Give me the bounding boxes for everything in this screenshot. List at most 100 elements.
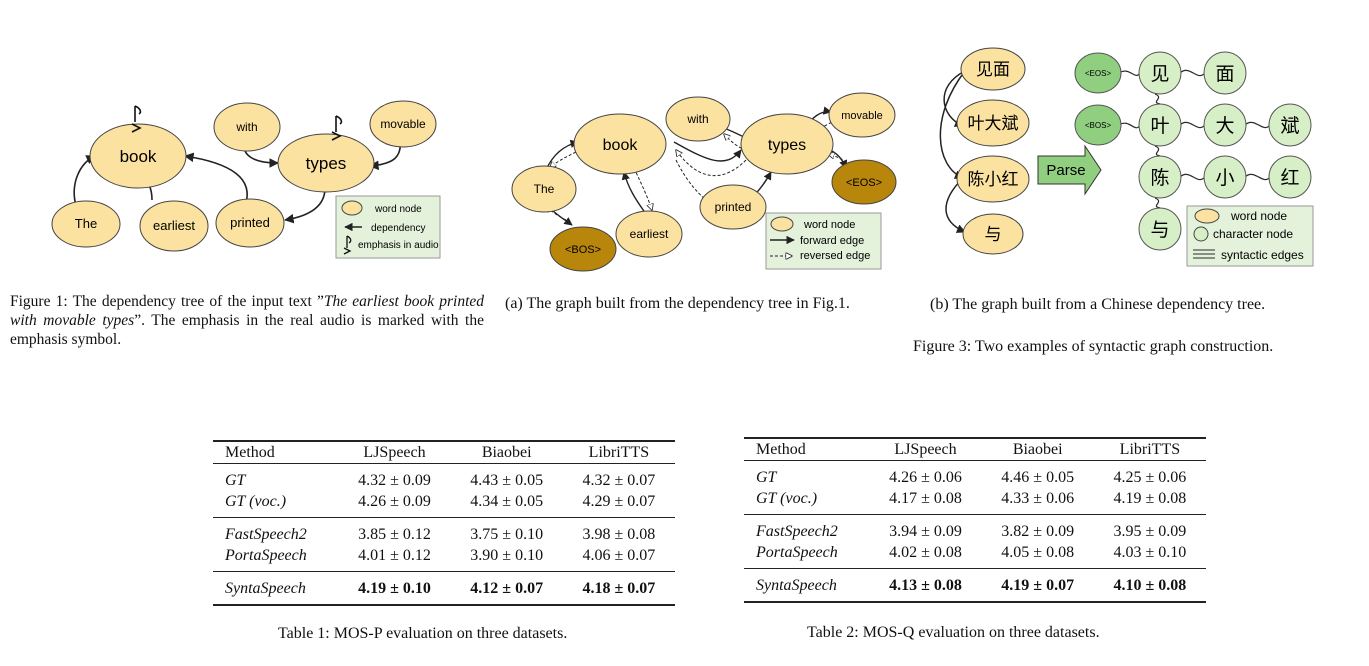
table-header-cell: LibriTTS (562, 440, 675, 464)
word-node-label: 叶大斌 (968, 114, 1019, 133)
table-row: GT 4.26 ± 0.06 4.46 ± 0.05 4.25 ± 0.06 (744, 460, 1206, 488)
value-cell: 4.33 ± 0.06 (1001, 489, 1075, 507)
table-1-grid: Method LJSpeech Biaobei LibriTTS GT 4.32… (213, 440, 675, 606)
node-types (277, 133, 375, 193)
node-book (89, 123, 187, 189)
char-node-yu (1138, 207, 1182, 251)
word-node (962, 213, 1024, 255)
legend-word-node-label: word node (1230, 209, 1287, 223)
table-header-cell: LJSpeech (338, 440, 451, 464)
node-with-label: with (686, 112, 708, 126)
table-header-cell: Biaobei (981, 437, 1094, 461)
table-2: Method LJSpeech Biaobei LibriTTS GT 4.26… (744, 437, 1206, 603)
value-cell: 4.32 ± 0.09 (338, 463, 451, 491)
word-node (960, 47, 1026, 91)
value-cell: 4.26 ± 0.09 (358, 492, 431, 510)
char-node-mian (1203, 51, 1247, 95)
figure-1-caption: Figure 1: The dependency tree of the inp… (10, 292, 484, 349)
table-header-row: Method LJSpeech Biaobei LibriTTS (213, 440, 675, 464)
legend-word-node-swatch (770, 216, 794, 232)
figure-3a-diagram: The <BOS> book earliest with printed typ… (511, 92, 897, 272)
legend-word-node-swatch (1194, 208, 1220, 224)
node-book (573, 113, 667, 175)
value-cell: 4.17 ± 0.08 (889, 489, 962, 507)
parse-arrow (1037, 144, 1102, 196)
emphasis-icon (131, 105, 142, 133)
char-node-jian (1138, 51, 1182, 95)
char-node-hong (1268, 155, 1312, 199)
node-printed (215, 198, 285, 248)
table-header-row: Method LJSpeech Biaobei LibriTTS (744, 437, 1206, 461)
method-cell: GT (744, 460, 870, 488)
table-header-cell: Method (213, 440, 339, 464)
node-the-label: The (75, 216, 97, 231)
value-cell: 4.46 ± 0.05 (981, 460, 1094, 488)
parse-label: Parse (1046, 162, 1085, 179)
value-cell: 4.05 ± 0.08 (1001, 543, 1075, 561)
value-cell: 4.25 ± 0.06 (1093, 460, 1206, 488)
node-movable (369, 100, 437, 148)
legend-word-node-swatch (341, 200, 363, 216)
value-cell: 4.02 ± 0.08 (889, 543, 962, 561)
table-header-cell: LJSpeech (869, 437, 982, 461)
char-node-label: 叶 (1150, 115, 1169, 137)
char-node-label: 红 (1280, 167, 1299, 189)
node-bos-label: <BOS> (565, 244, 601, 256)
legend-dependency-label: dependency (371, 223, 426, 234)
method-cell: FastSpeech2 (744, 514, 870, 542)
node-movable (828, 92, 896, 138)
value-cell: 3.95 ± 0.09 (1093, 514, 1206, 542)
node-with-label: with (235, 120, 257, 134)
figure-3b-diagram: 见面 叶大斌 陈小红 与 Parse <EOS> <BOS> 见 面 叶 大 斌… (939, 47, 1314, 267)
node-bos-label: <BOS> (1085, 121, 1112, 130)
node-types (740, 113, 834, 175)
table-2-caption: Table 2: MOS-Q evaluation on three datas… (807, 624, 1100, 641)
node-printed-label: printed (230, 215, 270, 230)
value-cell: 3.82 ± 0.09 (981, 514, 1094, 542)
value-cell: 4.13 ± 0.08 (869, 568, 982, 603)
table-header-cell: Method (744, 437, 870, 461)
method-cell: PortaSpeech (756, 543, 838, 561)
char-node-label: 陈 (1150, 167, 1169, 189)
figure-3-caption: Figure 3: Two examples of syntactic grap… (913, 338, 1274, 355)
word-node-label: 与 (985, 225, 1002, 244)
legend-char-node-label: character node (1213, 227, 1293, 241)
value-cell: 4.03 ± 0.10 (1113, 543, 1187, 561)
node-book-label: book (603, 137, 639, 154)
legend-char-node-swatch (1193, 226, 1209, 242)
value-cell: 4.43 ± 0.05 (450, 463, 563, 491)
node-eos (831, 159, 897, 205)
char-node-xiao (1203, 155, 1247, 199)
value-cell: 4.29 ± 0.07 (582, 492, 656, 510)
figure-3b-caption: (b) The graph built from a Chinese depen… (930, 296, 1266, 313)
value-cell: 3.94 ± 0.09 (869, 514, 982, 542)
method-cell: SyntaSpeech (744, 568, 870, 603)
node-the (511, 165, 577, 213)
table-row: GT (voc.) 4.26 ± 0.09 4.34 ± 0.05 4.29 ±… (213, 491, 675, 518)
method-cell: GT (voc.) (756, 489, 818, 507)
node-with (665, 96, 731, 142)
value-cell: 4.12 ± 0.07 (450, 571, 563, 606)
value-cell: 4.32 ± 0.07 (562, 463, 675, 491)
char-node-ye (1138, 103, 1182, 147)
table-row: SyntaSpeech 4.13 ± 0.08 4.19 ± 0.07 4.10… (744, 568, 1206, 603)
char-node-label: 面 (1215, 64, 1234, 85)
value-cell: 3.75 ± 0.10 (450, 517, 563, 545)
figure-3a-caption: (a) The graph built from the dependency … (505, 295, 850, 312)
value-cell: 3.98 ± 0.08 (562, 517, 675, 545)
legend-word-node-label: word node (803, 219, 855, 231)
value-cell: 4.19 ± 0.07 (981, 568, 1094, 603)
legend-emphasis-label: emphasis in audio (358, 240, 439, 251)
node-eos (1074, 52, 1122, 94)
emphasis-icon (331, 115, 343, 141)
figure-1-diagram: The earliest book with types movable pri… (51, 100, 441, 259)
table-1: Method LJSpeech Biaobei LibriTTS GT 4.32… (213, 440, 675, 606)
caption-text: ”. The emphasis in the real audio is mar… (10, 312, 484, 348)
node-movable-label: movable (380, 117, 426, 131)
table-2-grid: Method LJSpeech Biaobei LibriTTS GT 4.26… (744, 437, 1206, 603)
value-cell: 3.90 ± 0.10 (470, 546, 544, 564)
caption-text: Figure 1: The dependency tree of the inp… (10, 293, 324, 310)
node-eos-label: <EOS> (1085, 69, 1112, 78)
node-the (51, 200, 121, 248)
node-eos-label: <EOS> (846, 177, 882, 189)
